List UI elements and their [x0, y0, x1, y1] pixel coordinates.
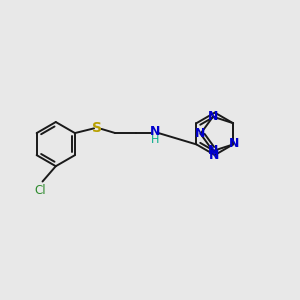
Text: N: N [208, 145, 218, 158]
Text: N: N [195, 127, 206, 140]
Text: N: N [149, 125, 160, 138]
Text: Cl: Cl [35, 184, 46, 197]
Text: N: N [208, 110, 218, 123]
Text: S: S [92, 121, 102, 135]
Text: N: N [229, 137, 239, 150]
Text: N: N [209, 149, 219, 162]
Text: H: H [151, 135, 159, 146]
